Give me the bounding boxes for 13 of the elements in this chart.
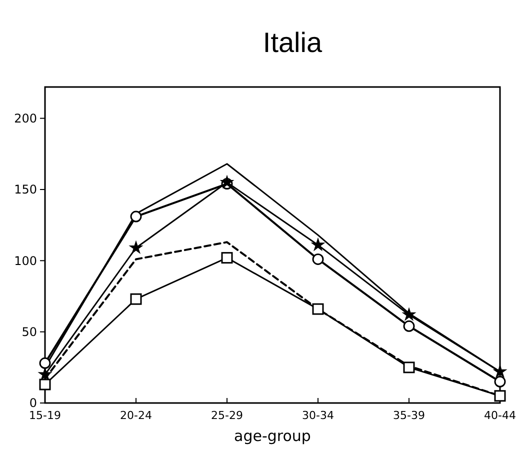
x-tick-label: 20-24	[120, 409, 152, 422]
x-tick-label: 35-39	[393, 409, 425, 422]
y-tick-label: 150	[14, 182, 37, 197]
x-axis-title: age-group	[234, 427, 311, 445]
x-tick-label: 30-34	[302, 409, 334, 422]
y-tick-label: 0	[29, 396, 37, 410]
x-tick-label: 15-19	[29, 409, 61, 422]
y-tick-label: 100	[14, 254, 37, 268]
y-tick-label: 50	[22, 325, 37, 340]
x-tick-label: 25-29	[211, 409, 243, 422]
x-tick-label: 40-44	[484, 409, 516, 422]
chart-title: Italia	[262, 27, 322, 58]
y-tick-label: 200	[14, 112, 37, 126]
